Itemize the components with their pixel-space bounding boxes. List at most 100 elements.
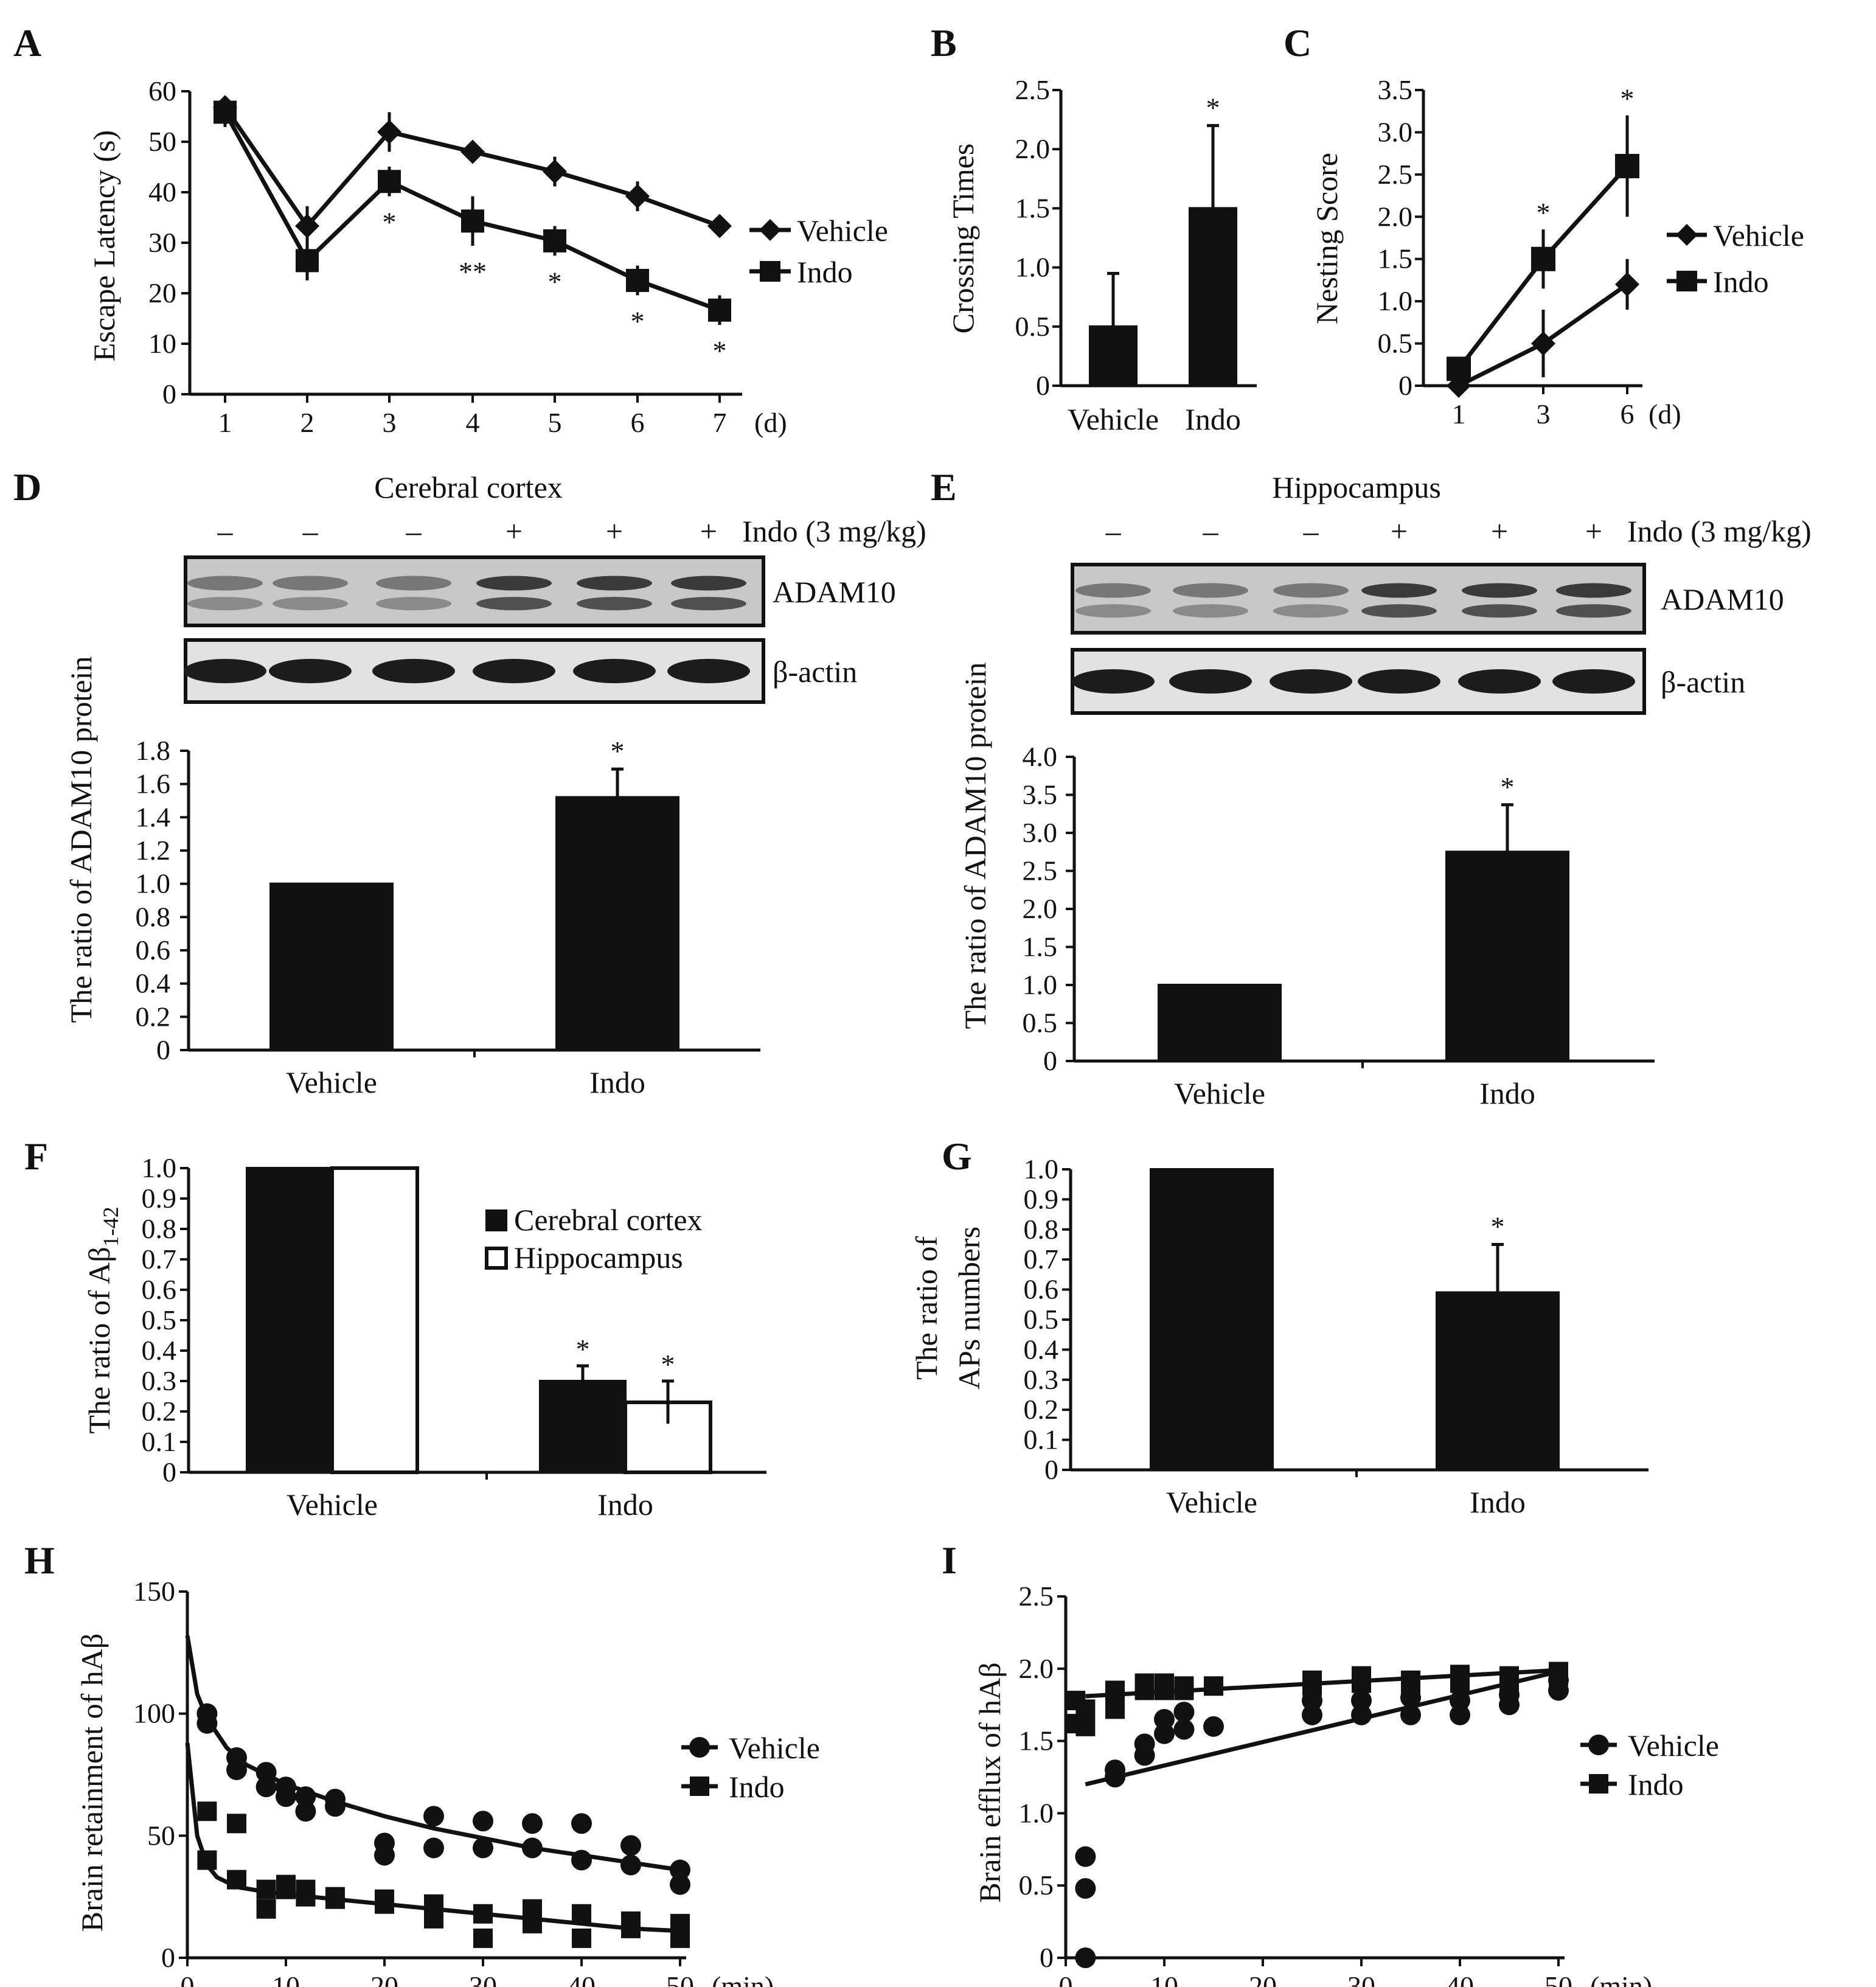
legend-marker-indo	[1589, 1774, 1608, 1794]
panel-i-point-vehicle	[1499, 1694, 1520, 1716]
panel-h-point-vehicle	[473, 1811, 493, 1832]
panel-e-blot-title: Hippocampus	[1272, 470, 1441, 504]
panel-h-xtick-label: 0	[181, 1971, 195, 1987]
panel-g-ytick-label: 0.4	[1024, 1334, 1059, 1365]
panel-i-point-indo	[1105, 1699, 1125, 1719]
panel-i-xtick-label: 20	[1249, 1971, 1277, 1987]
panel-g-ytick-label: 0.3	[1024, 1364, 1059, 1395]
panel-h-point-vehicle	[423, 1806, 444, 1827]
panel-h-point-vehicle	[473, 1837, 493, 1859]
panel-i-point-vehicle	[1173, 1719, 1195, 1740]
panel-i-point-indo	[1499, 1673, 1519, 1693]
panel-f-ytick-label: 0.5	[142, 1304, 177, 1335]
panel-h-point-indo	[256, 1879, 276, 1899]
panel-d-ytick-label: 0.4	[136, 968, 171, 999]
panel-h-ytick-label: 100	[133, 1698, 175, 1729]
panel-c-ytick-label: 3.5	[1378, 74, 1413, 105]
panel-e-ytick-label: 0	[1043, 1045, 1057, 1076]
panel-a-point-indo	[296, 249, 319, 273]
panel-a-point-indo	[626, 268, 649, 292]
panel-e-bar-vehicle	[1158, 984, 1282, 1062]
legend-marker-indo	[690, 1776, 709, 1796]
panel-c: C 0 0.5 1.0 1.5 2.0 2.5 3.0 3.5 1 3 6 (d) Nesting Sco…	[1284, 21, 1804, 430]
panel-h-point-vehicle	[670, 1859, 690, 1881]
panel-d-ytick-label: 1.6	[136, 768, 171, 799]
panel-i-point-indo	[1204, 1676, 1223, 1696]
panel-e-lane-sign: +	[1491, 514, 1508, 548]
panel-f-ytick-label: 0.3	[142, 1365, 177, 1396]
panel-f-legend: Cerebral cortex Hippocampus	[485, 1203, 703, 1275]
panel-h-point-vehicle	[423, 1837, 444, 1859]
panel-h-ytick-label: 50	[147, 1820, 175, 1851]
legend-label-indo: Indo	[729, 1770, 785, 1804]
panel-d-bar-vehicle	[269, 882, 394, 1051]
legend-label-vehicle: Vehicle	[729, 1731, 820, 1765]
legend-swatch-hippocampus	[485, 1247, 508, 1270]
panel-i-ylabel: Brain efflux of hAβ	[973, 1662, 1007, 1902]
panel-d-adam10-band	[376, 576, 451, 591]
panel-d-actin-band	[473, 659, 555, 683]
panel-a-significance: *	[383, 207, 397, 238]
panel-h-point-vehicle	[620, 1854, 641, 1876]
panel-a-point-indo	[214, 100, 237, 124]
panel-f-ylabel: The ratio of Aβ1-42	[82, 1206, 123, 1433]
panel-d-adam10-band	[671, 597, 746, 611]
panel-h-x-unit: (min)	[712, 1971, 774, 1987]
panel-e-adam10-band	[1556, 583, 1631, 598]
legend-label-cortex: Cerebral cortex	[514, 1203, 703, 1237]
panel-i-xtick-label: 30	[1347, 1971, 1375, 1987]
panel-g-ylabel-1: The ratio of	[909, 1236, 943, 1380]
panel-d-bar-indo	[555, 796, 679, 1051]
panel-i-point-indo	[1075, 1716, 1096, 1736]
panel-h-fit-vehicle	[185, 1635, 681, 1872]
legend-marker-indo	[760, 261, 780, 282]
panel-i-point-vehicle	[1134, 1745, 1155, 1766]
panel-c-point-vehicle	[1531, 331, 1555, 356]
panel-g-ytick-label: 0.8	[1024, 1214, 1059, 1245]
panel-e-actin-band	[1270, 669, 1352, 694]
panel-i-xtick-label: 50	[1544, 1971, 1572, 1987]
panel-d-actin-band	[573, 659, 656, 683]
panel-a-xtick-label: 4	[466, 407, 480, 438]
panel-f-ytick-label: 0	[162, 1456, 176, 1488]
panel-h-xtick-label: 40	[568, 1971, 596, 1987]
panel-d-actin-label: β-actin	[773, 655, 857, 689]
panel-e-ytick-label: 0.5	[1023, 1007, 1058, 1039]
panel-e-category-indo: Indo	[1479, 1076, 1535, 1110]
panel-b-ylabel: Crossing Times	[946, 144, 980, 334]
panel-f-significance: *	[661, 1349, 675, 1380]
panel-h-xtick-label: 10	[272, 1971, 300, 1987]
panel-f-ytick-label: 0.4	[142, 1335, 177, 1366]
panel-i-ytick-label: 0.5	[1019, 1870, 1054, 1901]
panel-d-actin-band	[184, 659, 266, 683]
panel-i-xtick-label: 40	[1446, 1971, 1474, 1987]
panel-e-adam10-band	[1273, 583, 1349, 598]
panel-h-point-indo	[197, 1801, 217, 1822]
panel-c-point-indo	[1531, 246, 1555, 271]
panel-i-point-vehicle	[1302, 1704, 1322, 1725]
panel-h-point-indo	[227, 1870, 246, 1890]
panel-d-adam10-band	[273, 597, 348, 611]
panel-g-ytick-label: 0.5	[1024, 1304, 1059, 1335]
panel-h-point-vehicle	[196, 1713, 218, 1734]
panel-c-xtick-label: 3	[1537, 398, 1551, 430]
panel-b-ytick-label: 1.0	[1015, 252, 1051, 283]
panel-h-point-indo	[256, 1899, 276, 1919]
panel-h-point-indo	[670, 1928, 690, 1948]
panel-i-ytick-label: 2.5	[1019, 1581, 1054, 1612]
panel-g-ytick-label: 1.0	[1024, 1154, 1059, 1185]
panel-i-point-indo	[1549, 1666, 1568, 1686]
panel-h-point-vehicle	[226, 1759, 247, 1780]
panel-g-ytick-label: 0.7	[1024, 1244, 1059, 1275]
panel-a: A 0 10 20 30 40 50 60 1 2 3 4 5 6 7 (d) Escape Latency (…	[13, 21, 888, 438]
panel-g-category-indo: Indo	[1470, 1485, 1526, 1519]
legend-marker-vehicle	[1588, 1735, 1609, 1755]
panel-h: 0 50 100 150 0 10 20 30 40 50 (min) Vehicle Indo H Bra…	[24, 1539, 820, 1987]
panel-h-point-indo	[296, 1887, 316, 1907]
panel-h-point-vehicle	[255, 1776, 277, 1798]
panel-e-label: E	[931, 465, 957, 509]
panel-d-adam10-blot	[184, 555, 765, 627]
panel-e-lane-sign: –	[1303, 514, 1319, 548]
panel-d-lane-sign: –	[406, 514, 422, 548]
